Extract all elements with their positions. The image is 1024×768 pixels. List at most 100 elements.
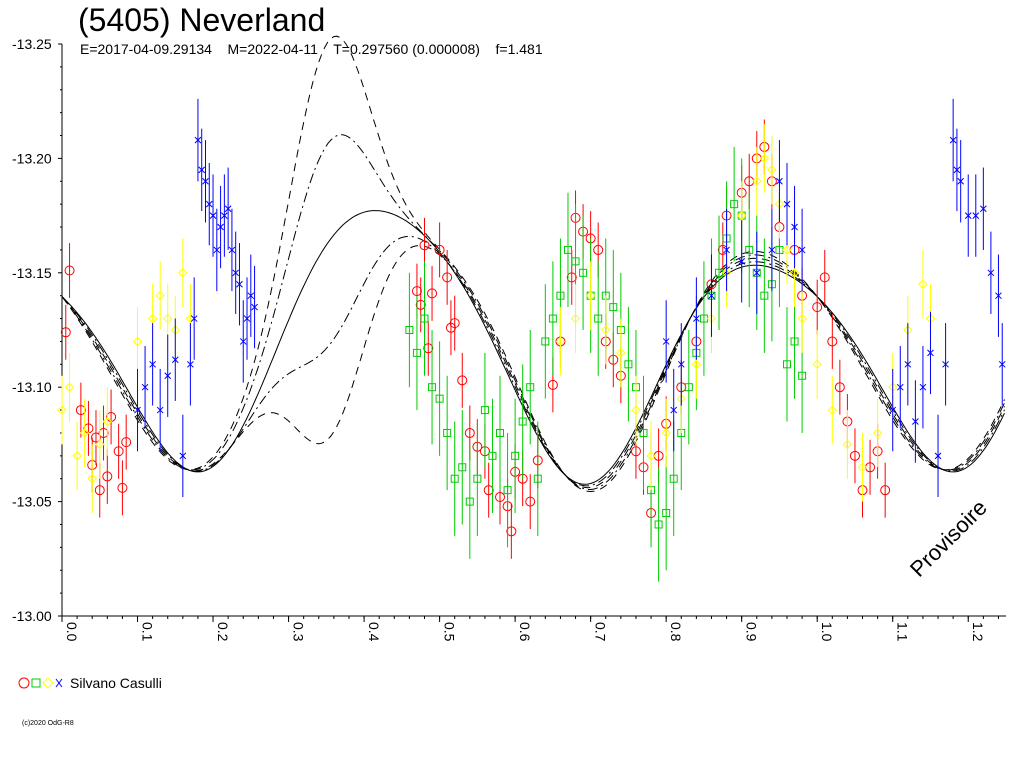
x-tick-label: 0.4 [366, 622, 382, 642]
data-point-green-square [503, 486, 512, 495]
data-point-yellow-diamond [87, 474, 97, 484]
data-point-red-circle [113, 446, 124, 457]
data-point-blue-x [134, 406, 141, 414]
data-point-red-circle [411, 286, 422, 297]
data-point-red-circle [495, 492, 506, 503]
data-point-yellow-diamond [95, 439, 105, 450]
data-point-red-circle [819, 272, 830, 283]
data-point-blue-x [194, 136, 202, 144]
data-point-blue-x [205, 200, 213, 208]
y-tick-label: -13.00 [12, 608, 52, 624]
data-point-blue-x [919, 383, 927, 391]
data-point-blue-x [156, 406, 164, 414]
data-point-blue-x [217, 223, 224, 231]
data-point-blue-x [247, 292, 255, 300]
data-point-red-circle [865, 462, 876, 473]
data-point-yellow-diamond [797, 313, 807, 324]
legend-marker-green-square [31, 678, 41, 688]
data-point-red-circle [102, 471, 113, 482]
data-point-green-square [548, 314, 557, 323]
data-point-blue-x [179, 452, 187, 460]
data-point-blue-x [187, 360, 194, 368]
data-point-green-square [654, 520, 663, 529]
data-point-blue-x [791, 223, 798, 231]
data-point-blue-x [236, 280, 243, 288]
ephemeris-line: E=2017-04-09.29134 M=2022-04-11 T=0.2975… [80, 41, 543, 57]
data-point-red-circle [419, 240, 430, 251]
data-point-red-circle [442, 272, 453, 283]
data-point-yellow-diamond [155, 290, 165, 301]
data-point-yellow-diamond [132, 336, 143, 347]
data-point-blue-x [232, 269, 240, 277]
data-point-green-square [579, 268, 588, 277]
data-point-red-circle [427, 288, 438, 299]
data-point-blue-x [972, 212, 980, 219]
data-points [57, 98, 1006, 582]
data-point-green-square [662, 509, 671, 518]
x-tick-label: 1.2 [970, 622, 986, 642]
data-point-yellow-diamond [691, 359, 702, 370]
data-point-green-square [420, 314, 429, 323]
data-point-yellow-diamond [918, 279, 928, 289]
data-point-blue-x [213, 246, 221, 254]
legend-marker-yellow-diamond [42, 677, 54, 689]
data-point-yellow-diamond [767, 165, 777, 175]
data-point-green-square [639, 428, 648, 437]
data-point-blue-x [798, 246, 806, 254]
data-point-green-square [594, 314, 603, 323]
data-point-yellow-diamond [646, 451, 656, 461]
y-tick-label: -13.20 [12, 150, 52, 166]
data-point-red-circle [423, 343, 434, 354]
data-point-blue-x [190, 315, 198, 322]
data-point-blue-x [957, 177, 965, 185]
data-point-green-square [480, 406, 489, 415]
data-point-green-square [556, 291, 565, 300]
data-point-green-square [465, 497, 474, 506]
legend-marker-red-circle [18, 677, 30, 689]
data-point-blue-x [979, 205, 987, 213]
legend-observer-name: Silvano Casulli [70, 675, 162, 691]
x-tick-label: 0.9 [744, 622, 760, 642]
data-point-yellow-diamond [64, 382, 75, 392]
data-point-green-square [405, 326, 414, 334]
data-point-yellow-diamond [736, 210, 747, 221]
data-point-red-circle [464, 427, 475, 438]
data-point-green-square [435, 394, 444, 403]
data-point-blue-x [953, 166, 961, 174]
x-tick-label: 0.6 [517, 622, 533, 642]
data-point-yellow-diamond [178, 268, 188, 278]
data-point-green-square [624, 360, 633, 369]
data-point-yellow-diamond [872, 428, 883, 438]
data-point-red-circle [94, 485, 105, 496]
data-point-blue-x [942, 360, 949, 368]
data-point-yellow-diamond [570, 313, 581, 324]
data-point-yellow-diamond [163, 313, 173, 324]
data-point-green-square [563, 245, 572, 254]
data-point-blue-x [141, 383, 149, 391]
data-point-green-square [511, 451, 520, 460]
data-point-green-square [684, 383, 693, 392]
data-point-green-square [745, 245, 754, 254]
data-point-blue-x [243, 315, 251, 322]
data-point-blue-x [927, 349, 934, 357]
x-tick-label: 1.0 [819, 622, 835, 642]
data-point-yellow-diamond [147, 313, 158, 324]
data-point-blue-x [149, 360, 156, 368]
data-point-blue-x [677, 360, 685, 368]
data-point-yellow-diamond [585, 290, 596, 301]
data-point-red-circle [121, 437, 132, 448]
data-point-green-square [450, 474, 459, 483]
x-tick-label: 0.1 [140, 622, 156, 642]
data-point-red-circle [90, 432, 101, 443]
data-point-yellow-diamond [827, 405, 838, 415]
x-tick-label: 0.2 [215, 622, 231, 642]
data-point-red-circle [653, 450, 664, 461]
data-point-blue-x [251, 303, 258, 311]
data-point-green-square [609, 303, 618, 312]
data-point-blue-x [776, 177, 783, 185]
data-point-yellow-diamond [752, 176, 762, 186]
fit-curve-sigma2-upper [61, 245, 1005, 489]
data-point-green-square [798, 371, 807, 380]
data-point-blue-x [202, 177, 209, 185]
